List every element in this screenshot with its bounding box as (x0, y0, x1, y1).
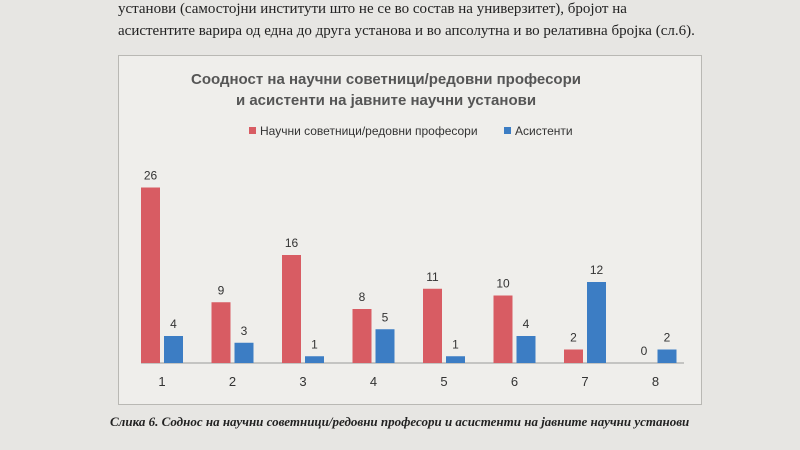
data-label-s2-c4: 5 (382, 310, 389, 324)
bar-s2-c5 (446, 356, 465, 363)
bar-s1-c4 (352, 309, 372, 363)
paragraph-line-1: установи (самостојни институти што не се… (118, 1, 627, 17)
bar-s2-c6 (516, 336, 536, 363)
x-tick-label-7: 7 (581, 374, 588, 389)
data-label-s2-c7: 12 (590, 263, 604, 277)
x-tick-label-1: 1 (158, 374, 165, 389)
data-label-s1-c4: 8 (359, 290, 366, 304)
data-label-s2-c2: 3 (241, 324, 248, 338)
x-tick-label-4: 4 (370, 374, 377, 389)
x-tick-label-2: 2 (229, 374, 236, 389)
data-label-s1-c7: 2 (570, 331, 577, 345)
bar-s1-c3 (282, 255, 301, 363)
bar-s2-c1 (164, 336, 183, 363)
bar-s1-c2 (211, 302, 231, 363)
chart-legend: Научни советници/редовни професори Асисте… (249, 124, 573, 138)
data-label-s1-c2: 9 (218, 283, 225, 297)
bar-s1-c5 (423, 288, 442, 363)
bar-s2-c3 (305, 356, 324, 363)
chart-title-line-1: Соодност на научни советници/редовни про… (191, 71, 581, 88)
legend-label-1: Научни советници/редовни професори (260, 124, 478, 138)
x-tick-label-8: 8 (652, 374, 659, 389)
data-label-s2-c8: 2 (664, 331, 671, 345)
data-label-s1-c1: 26 (144, 169, 158, 183)
bar-s2-c8 (657, 349, 677, 363)
data-label-s2-c1: 4 (170, 317, 177, 331)
legend-label-2: Асистенти (515, 124, 573, 138)
paragraph-line-2: асистентите варира од една до друга уста… (118, 23, 695, 39)
figure-caption: Слика 6. Соднос на научни советници/редо… (110, 414, 690, 429)
legend-swatch-1 (249, 127, 256, 134)
x-tick-label-6: 6 (511, 374, 518, 389)
data-label-s2-c3: 1 (311, 337, 318, 351)
body-paragraph: установи (самостојни институти што не се… (118, 0, 718, 42)
bar-s1-c1 (141, 187, 160, 363)
x-tick-label-3: 3 (299, 374, 306, 389)
bar-s2-c2 (234, 342, 254, 363)
data-label-s1-c3: 16 (285, 236, 299, 250)
data-label-s1-c8: 0 (641, 344, 648, 358)
data-label-s1-c6: 10 (496, 277, 510, 291)
bar-s1-c7 (564, 349, 583, 363)
bar-chart: Соодност на научни советници/редовни про… (141, 71, 684, 389)
data-label-s2-c6: 4 (523, 317, 530, 331)
legend-swatch-2 (504, 127, 511, 134)
bar-s2-c4 (375, 329, 395, 363)
data-label-s2-c5: 1 (452, 337, 459, 351)
bar-s1-c6 (493, 295, 513, 363)
x-tick-label-5: 5 (440, 374, 447, 389)
data-label-s1-c5: 11 (426, 270, 439, 284)
chart-frame: Соодност на научни советници/редовни про… (118, 55, 702, 405)
bar-s2-c7 (587, 282, 606, 363)
chart-title-line-2: и асистенти на јавните научни установи (236, 92, 536, 109)
